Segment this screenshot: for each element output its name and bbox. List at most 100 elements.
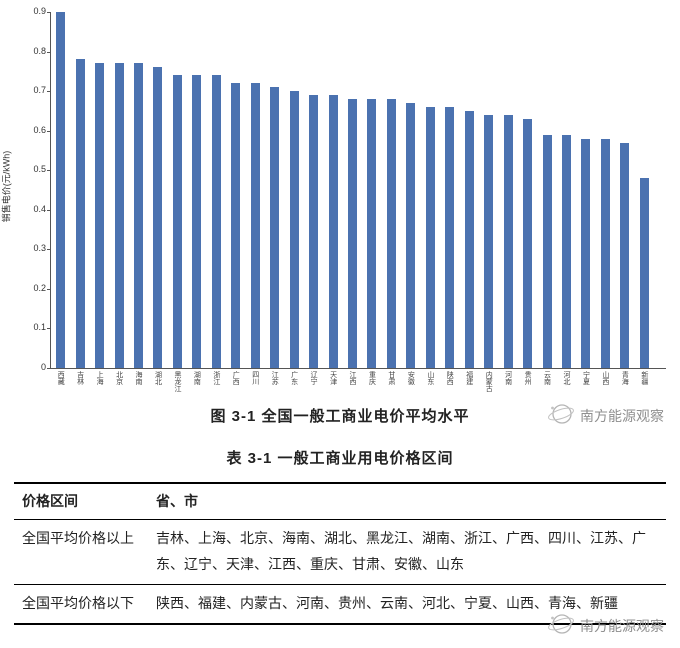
table-caption: 表 3-1 一般工商业用电价格区间 [226, 450, 454, 467]
bar [581, 138, 591, 368]
bar [445, 106, 455, 368]
bar-slot: 黑龙江 [168, 12, 187, 392]
watermark-logo-icon [546, 401, 576, 430]
table-header-row: 价格区间 省、市 [14, 483, 666, 521]
bar-slot: 西藏 [51, 12, 70, 385]
x-tick-label: 四川 [251, 371, 259, 385]
x-tick-label: 上海 [96, 371, 104, 385]
bar-slot: 河北 [557, 12, 576, 385]
bar-slot: 新疆 [635, 12, 654, 385]
x-tick-label: 海南 [135, 371, 143, 385]
bar-slot: 内蒙古 [479, 12, 498, 392]
bar [250, 83, 260, 368]
watermark-text: 南方能源观察 [580, 617, 664, 634]
table-row: 全国平均价格以上 吉林、上海、北京、海南、湖北、黑龙江、湖南、浙江、广西、四川、江… [14, 519, 666, 585]
bar-slot: 山西 [596, 12, 615, 385]
x-tick-label: 吉林 [76, 371, 84, 385]
y-tick-label: 0.8 [33, 45, 46, 56]
bar-slot: 天津 [323, 12, 342, 385]
y-tick-label: 0.5 [33, 164, 46, 175]
x-tick-label: 福建 [465, 371, 473, 385]
bar [523, 118, 533, 368]
x-tick-label: 青海 [621, 371, 629, 385]
header-price-range: 价格区间 [14, 483, 148, 521]
bar-slot: 甘肃 [382, 12, 401, 385]
bar [75, 59, 85, 368]
y-tick-label: 0.2 [33, 282, 46, 293]
y-tick-label: 0.3 [33, 243, 46, 254]
bar [425, 106, 435, 368]
x-tick-label: 辽宁 [310, 371, 318, 385]
bar-slot: 浙江 [207, 12, 226, 385]
y-tick-mark [47, 51, 51, 53]
watermark: 南方能源观察 [546, 401, 664, 430]
x-tick-label: 北京 [115, 371, 123, 385]
y-tick-label: 0.7 [33, 85, 46, 96]
bar-slot: 辽宁 [304, 12, 323, 385]
x-tick-label: 云南 [543, 371, 551, 385]
bar [134, 63, 144, 368]
watermark-text: 南方能源观察 [580, 407, 664, 424]
watermark-logo-icon [546, 611, 576, 640]
bar-slot: 湖南 [187, 12, 206, 385]
figure-caption: 图 3-1 全国一般工商业电价平均水平 [210, 408, 470, 425]
bar-slot: 湖北 [148, 12, 167, 385]
bar-slot: 青海 [615, 12, 634, 385]
bar-slot: 贵州 [518, 12, 537, 385]
bar-slot: 山东 [421, 12, 440, 385]
bar [620, 142, 630, 368]
bar-slot: 吉林 [70, 12, 89, 385]
table-body: 全国平均价格以上 吉林、上海、北京、海南、湖北、黑龙江、湖南、浙江、广西、四川、江… [14, 519, 666, 624]
cell-provinces: 陕西、福建、内蒙古、河南、贵州、云南、河北、宁夏、山西、青海、新疆 [156, 594, 618, 611]
y-tick-mark [47, 249, 51, 251]
bar-slot: 河南 [498, 12, 517, 385]
y-tick-mark [47, 368, 51, 369]
bar-chart: 销售电价(元/kWh) 0 0.1 0.2 0.3 0.4 0.5 0.6 0.7 0.8 0.9… [2, 7, 666, 392]
bar [211, 75, 221, 368]
price-range-table: 价格区间 省、市 全国平均价格以上 吉林、上海、北京、海南、湖北、黑龙江、湖南、浙… [14, 482, 666, 625]
bar-slot: 重庆 [362, 12, 381, 385]
y-tick-label: 0.1 [33, 322, 46, 333]
header-provinces: 省、市 [148, 483, 666, 521]
bar-slot: 四川 [246, 12, 265, 385]
bar [542, 134, 552, 368]
x-tick-label: 贵州 [524, 371, 532, 385]
bar [386, 99, 396, 368]
bar [562, 134, 571, 368]
x-tick-label: 山西 [601, 371, 609, 385]
cell-price-range: 全国平均价格以上 [14, 519, 148, 585]
x-tick-label: 湖南 [193, 371, 201, 385]
bar [289, 91, 299, 368]
bar-slot: 云南 [537, 12, 556, 385]
x-tick-label: 内蒙古 [485, 371, 493, 392]
x-tick-label: 河北 [563, 371, 570, 385]
bar [114, 63, 124, 368]
bar-slot: 江苏 [265, 12, 284, 385]
bar-slot: 海南 [129, 12, 148, 385]
bar-slot: 北京 [109, 12, 128, 385]
y-axis-title: 销售电价(元/kWh) [1, 150, 12, 223]
bar [192, 75, 202, 368]
bar-slot: 安徽 [401, 12, 420, 385]
cell-price-range: 全国平均价格以下 [22, 594, 134, 611]
bar [231, 83, 241, 368]
x-tick-label: 河南 [504, 371, 512, 385]
y-tick-label: 0.9 [33, 6, 46, 16]
x-tick-label: 新疆 [640, 371, 648, 385]
y-axis: 0 0.1 0.2 0.3 0.4 0.5 0.6 0.7 0.8 0.9 [24, 7, 50, 372]
chart-inner: 销售电价(元/kWh) 0 0.1 0.2 0.3 0.4 0.5 0.6 0.7 0.8 0.9… [2, 7, 666, 392]
x-tick-label: 宁夏 [582, 371, 590, 385]
x-tick-label: 安徽 [407, 371, 415, 385]
x-tick-label: 黑龙江 [173, 371, 181, 392]
y-tick-mark [47, 170, 51, 172]
cell-provinces: 吉林、上海、北京、海南、湖北、黑龙江、湖南、浙江、广西、四川、江苏、广东、辽宁、… [148, 519, 666, 585]
x-tick-label: 浙江 [212, 371, 220, 385]
y-tick-mark [47, 328, 51, 330]
bar-slot: 江西 [343, 12, 362, 385]
plot-area: 西藏 吉林 上海 北京 海南 湖北 黑龙江 湖南 浙江 广西 四川 江苏 广东 辽宁 天津 江西 重庆 甘肃 安徽山… [47, 12, 666, 392]
x-tick-label: 天津 [329, 371, 337, 385]
bar [153, 67, 163, 368]
figure-caption-row: 图 3-1 全国一般工商业电价平均水平 南方能源观察 [0, 404, 680, 433]
y-tick-mark [47, 91, 51, 93]
